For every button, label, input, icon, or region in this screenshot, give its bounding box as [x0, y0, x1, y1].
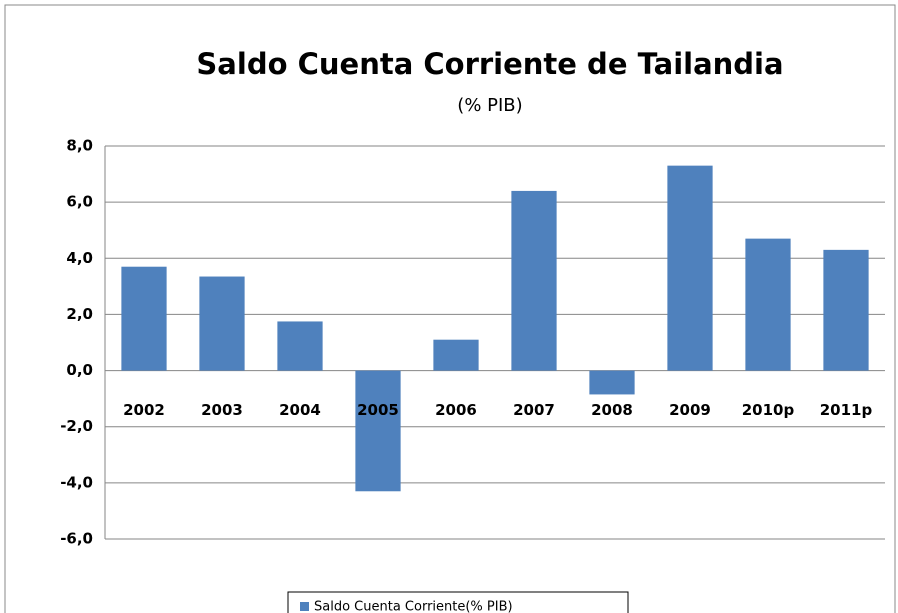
- y-tick-label: 8,0: [66, 137, 93, 155]
- legend-box: [287, 591, 629, 613]
- y-tick-label: 2,0: [66, 305, 93, 323]
- x-tick-label: 2008: [591, 401, 633, 419]
- bar: [355, 370, 401, 492]
- x-tick-label: 2003: [201, 401, 243, 419]
- y-tick-label: -6,0: [60, 530, 93, 548]
- legend-swatch: [300, 602, 309, 611]
- bar: [433, 339, 479, 371]
- bar: [667, 165, 713, 371]
- chart-title: Saldo Cuenta Corriente de Tailandia: [196, 47, 783, 81]
- y-tick-label: 0,0: [66, 361, 93, 379]
- bar: [589, 370, 635, 395]
- legend-label: Saldo Cuenta Corriente(% PIB): [314, 600, 513, 613]
- bar: [511, 190, 557, 371]
- y-tick-label: 4,0: [66, 249, 93, 267]
- y-tick-label: -4,0: [60, 473, 93, 491]
- bar: [823, 249, 869, 371]
- x-tick-label: 2011p: [820, 401, 873, 419]
- x-tick-label: 2010p: [742, 401, 795, 419]
- y-tick-label: 6,0: [66, 193, 93, 211]
- bar: [121, 266, 167, 371]
- x-tick-label: 2004: [279, 401, 321, 419]
- bar: [745, 238, 791, 371]
- x-tick-label: 2009: [669, 401, 711, 419]
- y-tick-label: -2,0: [60, 417, 93, 435]
- x-tick-label: 2006: [435, 401, 477, 419]
- chart-subtitle: (% PIB): [457, 95, 522, 116]
- x-tick-label: 2002: [123, 401, 165, 419]
- x-tick-label: 2007: [513, 401, 555, 419]
- x-tick-label: 2005: [357, 401, 399, 419]
- bar: [277, 321, 323, 371]
- bar: [199, 276, 245, 371]
